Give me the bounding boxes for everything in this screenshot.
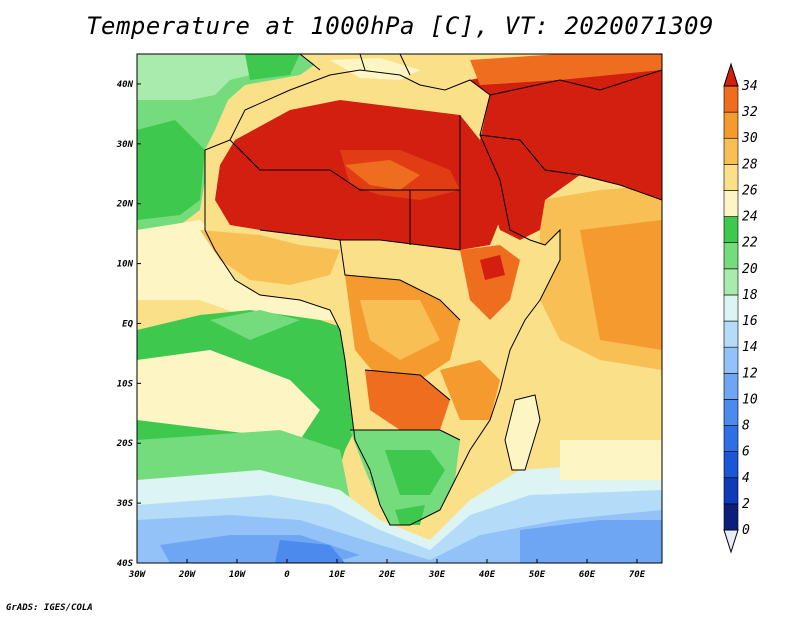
colorbar-label: 16 xyxy=(742,314,758,329)
colorbar-segment xyxy=(723,425,739,452)
colorbar-segment xyxy=(723,320,739,348)
colorbar-label: 8 xyxy=(742,419,750,434)
colorbar-segment xyxy=(723,111,739,139)
colorbar-segment xyxy=(723,242,739,270)
colorbar-segment xyxy=(723,477,739,505)
lat-tick-label: 20N xyxy=(116,200,134,210)
lon-tick-label: 0 xyxy=(284,570,290,580)
lat-tick-label: 40N xyxy=(117,80,134,90)
colorbar-label: 4 xyxy=(742,471,750,486)
longitude-axis: 30W 20W 10W 0 10E 20E 30E 40E 50E 60E 70E xyxy=(128,559,646,580)
lat-tick-label: 20S xyxy=(116,439,134,449)
colorbar-label: 2 xyxy=(742,497,750,512)
lat-tick-label: 30N xyxy=(116,140,134,150)
colorbar-segment xyxy=(723,503,739,531)
lon-tick-label: 30W xyxy=(128,570,147,580)
colorbar-segment xyxy=(723,451,739,479)
colorbar-segment xyxy=(723,137,739,165)
lon-tick-label: 50E xyxy=(529,570,546,580)
colorbar-label: 20 xyxy=(742,262,758,277)
colorbar-segment xyxy=(723,399,739,426)
colorbar-label: 12 xyxy=(742,366,758,381)
plot-frame xyxy=(136,53,663,564)
lon-tick-label: 60E xyxy=(579,570,596,580)
colorbar-segment xyxy=(723,216,739,244)
lat-tick-label: EQ xyxy=(122,319,133,329)
colorbar-segment xyxy=(723,294,739,322)
colorbar-label: 34 xyxy=(741,79,758,94)
colorbar-label: 22 xyxy=(742,236,758,251)
colorbar-label: 28 xyxy=(742,157,758,172)
footer-credit: GrADS: IGES/COLA xyxy=(6,603,93,613)
colorbar-label: 14 xyxy=(742,340,758,355)
lat-tick-label: 10S xyxy=(117,379,134,389)
colorbar-under-arrow xyxy=(723,529,739,554)
lon-tick-label: 40E xyxy=(479,570,496,580)
map-title: Temperature at 1000hPa [C], VT: 20200713… xyxy=(86,12,714,40)
colorbar-segment xyxy=(723,190,739,217)
colorbar-label: 18 xyxy=(742,288,758,303)
colorbar-segment xyxy=(723,85,739,113)
colorbar-label: 32 xyxy=(741,105,758,120)
colorbar-segment xyxy=(723,164,739,191)
coastlines-and-borders xyxy=(204,54,662,526)
lat-tick-label: 10N xyxy=(117,260,134,270)
lon-tick-label: 30E xyxy=(428,570,446,580)
colorbar-label: 24 xyxy=(742,210,758,225)
colorbar-segment xyxy=(723,268,739,296)
temperature-field xyxy=(137,54,662,563)
lon-tick-label: 70E xyxy=(629,570,646,580)
lon-tick-label: 10W xyxy=(229,570,247,580)
lon-tick-label: 20W xyxy=(178,570,197,580)
colorbar-segment xyxy=(723,372,739,400)
colorbar-label: 30 xyxy=(741,131,758,146)
latitude-axis: 40N 30N 20N 10N EQ 10S 20S 30S 40S xyxy=(116,80,141,569)
colorbar-label: 0 xyxy=(742,523,750,538)
colorbar-segment xyxy=(723,346,739,374)
colorbar-label: 10 xyxy=(742,392,758,407)
lon-tick-label: 20E xyxy=(378,570,396,580)
colorbar-over-arrow xyxy=(723,62,739,87)
lat-tick-label: 40S xyxy=(117,559,134,569)
colorbar-label: 26 xyxy=(742,183,758,198)
lon-tick-label: 10E xyxy=(329,570,346,580)
colorbar-label: 6 xyxy=(742,445,750,460)
lat-tick-label: 30S xyxy=(116,499,134,509)
